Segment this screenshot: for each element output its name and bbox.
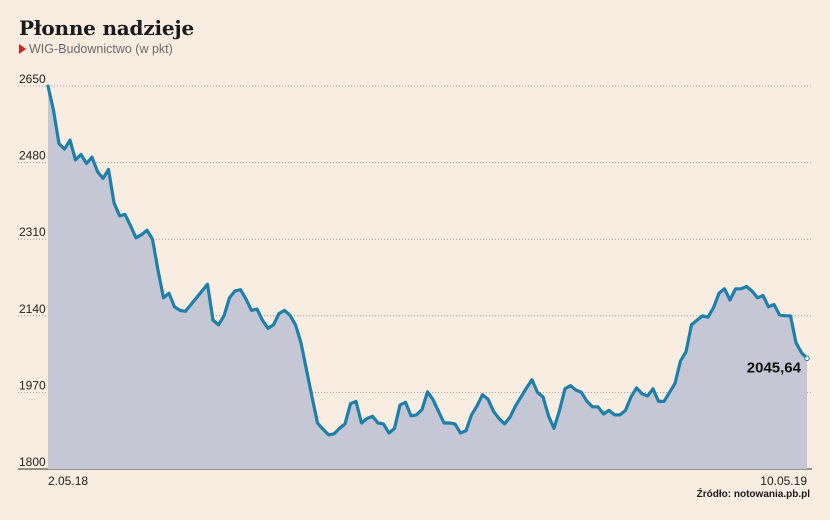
chart-title: Płonne nadzieje [19,16,194,40]
series-area [48,86,807,469]
x-tick-label: 10.05.19 [760,474,807,488]
y-axis-labels: 2650 2480 2310 2140 1970 1800 [19,72,46,469]
red-triangle-icon [19,44,26,54]
subtitle-label: WIG-Budownictwo (w pkt) [29,42,173,56]
x-axis-labels: 2.05.18 10.05.19 [48,474,807,488]
y-tick-label: 2140 [19,302,46,316]
x-tick-label: 2.05.18 [48,474,88,488]
y-tick-label: 2310 [19,225,46,239]
y-tick-label: 1800 [19,455,46,469]
y-tick-label: 1970 [19,378,46,392]
y-tick-label: 2480 [19,149,46,163]
last-value-marker [804,355,810,362]
last-value-label: 2045,64 [747,359,802,376]
series-line [46,84,809,437]
source-note: Źródło: notowania.pb.pl [696,489,810,500]
y-tick-label: 2650 [19,72,46,86]
chart-subtitle: WIG-Budownictwo (w pkt) [19,42,173,56]
